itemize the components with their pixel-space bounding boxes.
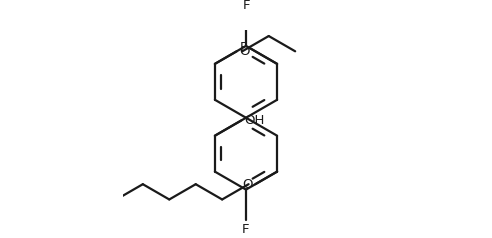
Text: F: F <box>242 223 250 237</box>
Text: F: F <box>240 41 247 54</box>
Text: O: O <box>239 45 249 58</box>
Text: F: F <box>242 0 250 12</box>
Text: O: O <box>243 178 253 191</box>
Text: OH: OH <box>245 114 265 127</box>
